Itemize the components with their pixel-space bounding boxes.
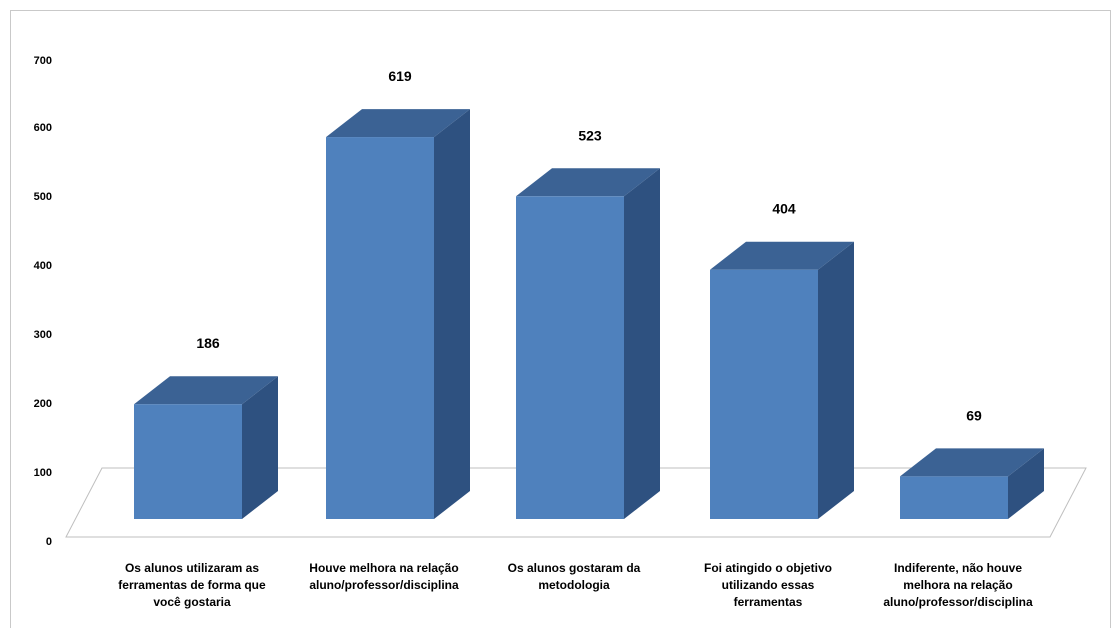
category-labels: Os alunos utilizaram as ferramentas de fo… xyxy=(118,561,1033,609)
bar xyxy=(710,241,854,519)
bar xyxy=(516,168,660,519)
data-label: 523 xyxy=(578,127,602,143)
bar-side xyxy=(242,376,278,519)
bar-side xyxy=(624,168,660,519)
bars xyxy=(134,109,1044,520)
floor-plane xyxy=(65,467,1087,538)
category-label: Os alunos utilizaram as ferramentas de fo… xyxy=(118,561,266,609)
bar-front xyxy=(326,137,434,519)
y-tick-label: 300 xyxy=(34,329,52,341)
bar-top xyxy=(900,448,1044,477)
bar xyxy=(134,376,278,519)
bar-front xyxy=(710,269,818,519)
bar-top xyxy=(326,109,470,138)
data-label: 186 xyxy=(196,335,220,351)
bar-front xyxy=(134,404,242,519)
bar xyxy=(900,448,1044,519)
data-label: 69 xyxy=(966,407,982,423)
y-axis-ticks: 0 100 200 300 400 500 600 700 xyxy=(34,55,52,548)
bar-side xyxy=(434,109,470,520)
chart-floor xyxy=(65,467,1087,538)
bar-side xyxy=(818,241,854,519)
bar-side xyxy=(1008,448,1044,519)
category-label: Indiferente, não houve melhora na relação… xyxy=(883,561,1033,609)
y-tick-label: 400 xyxy=(34,260,52,272)
bar-top xyxy=(710,241,854,270)
y-tick-label: 700 xyxy=(34,55,52,67)
data-label: 619 xyxy=(388,68,412,84)
bar-front xyxy=(516,196,624,519)
chart-frame xyxy=(10,10,1111,628)
y-tick-label: 200 xyxy=(34,398,52,410)
category-label: Os alunos gostaram da metodologia xyxy=(508,561,641,592)
y-tick-label: 500 xyxy=(34,191,52,203)
category-label: Foi atingido o objetivo utilizando essas f… xyxy=(704,561,832,609)
y-tick-label: 100 xyxy=(34,467,52,479)
bar xyxy=(326,109,470,520)
data-labels: 186 619 523 404 69 xyxy=(196,68,982,423)
bar-front xyxy=(900,476,1008,519)
y-tick-label: 600 xyxy=(34,122,52,134)
bar-top xyxy=(134,376,278,405)
data-label: 404 xyxy=(772,201,796,217)
category-label: Houve melhora na relação aluno/professor/… xyxy=(309,561,459,592)
bar-top xyxy=(516,168,660,197)
y-tick-label: 0 xyxy=(46,536,52,548)
